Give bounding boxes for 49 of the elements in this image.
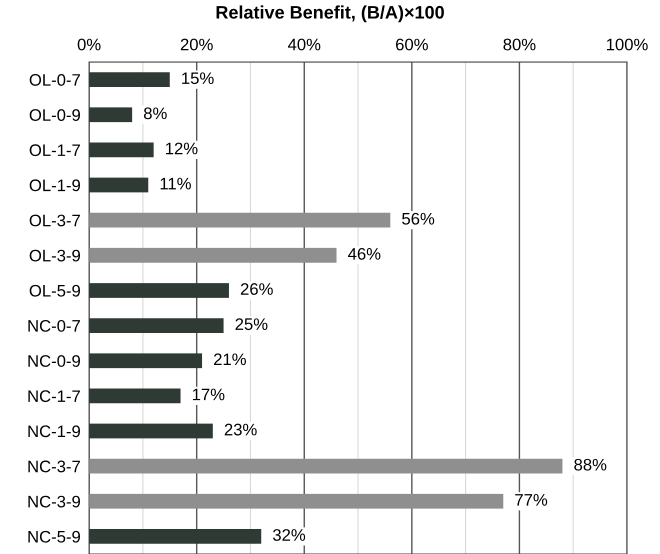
x-tick-label: 100% <box>606 38 648 50</box>
bar <box>89 178 148 192</box>
bar <box>89 424 213 438</box>
bar <box>89 212 390 228</box>
data-label: 12% <box>166 142 198 154</box>
bar <box>89 529 262 544</box>
y-tick-label: NC-3-9 <box>28 496 80 508</box>
bar <box>89 142 154 158</box>
data-label: 15% <box>182 72 214 84</box>
bar <box>89 283 229 298</box>
y-tick-label: OL-3-7 <box>30 214 80 226</box>
y-tick-label: OL-1-7 <box>30 144 80 156</box>
y-tick-label: OL-1-9 <box>30 179 80 192</box>
y-tick-label: NC-0-9 <box>28 355 80 367</box>
bar <box>89 458 562 474</box>
data-label: 88% <box>574 458 606 471</box>
data-label: 46% <box>348 248 380 260</box>
y-tick-label: OL-5-9 <box>30 284 80 297</box>
bar <box>89 388 181 404</box>
x-tick-label: 40% <box>288 38 320 50</box>
data-label: 32% <box>272 529 306 541</box>
bar <box>89 353 202 368</box>
y-tick-label: NC-5-9 <box>28 530 80 543</box>
bar <box>89 248 337 263</box>
y-tick-label: OL-0-7 <box>30 74 80 86</box>
data-label: 21% <box>214 353 246 366</box>
data-label: 8% <box>144 107 167 120</box>
x-tick-label: 60% <box>396 38 428 50</box>
data-label: 23% <box>224 424 257 436</box>
bar <box>89 318 224 333</box>
data-label: 26% <box>240 283 273 295</box>
x-tick-label: 80% <box>503 38 536 50</box>
y-tick-label: NC-1-7 <box>28 390 80 402</box>
y-tick-label: OL-0-9 <box>30 109 80 121</box>
y-tick-label: NC-3-7 <box>28 460 80 472</box>
data-label: 17% <box>192 388 224 400</box>
bar <box>89 494 504 509</box>
x-tick-label: 20% <box>180 38 213 50</box>
bar <box>89 107 132 122</box>
data-label: 25% <box>236 318 268 330</box>
data-label: 56% <box>402 212 434 225</box>
data-label: 77% <box>515 494 548 506</box>
x-tick-label: 0% <box>78 38 101 50</box>
data-label: 11% <box>160 178 191 190</box>
y-tick-label: NC-0-7 <box>28 320 80 332</box>
y-tick-label: NC-1-9 <box>28 425 80 438</box>
y-tick-label: OL-3-9 <box>30 250 80 262</box>
chart-title: Relative Benefit, (B/A)×100 <box>216 5 444 22</box>
bar <box>89 72 170 87</box>
